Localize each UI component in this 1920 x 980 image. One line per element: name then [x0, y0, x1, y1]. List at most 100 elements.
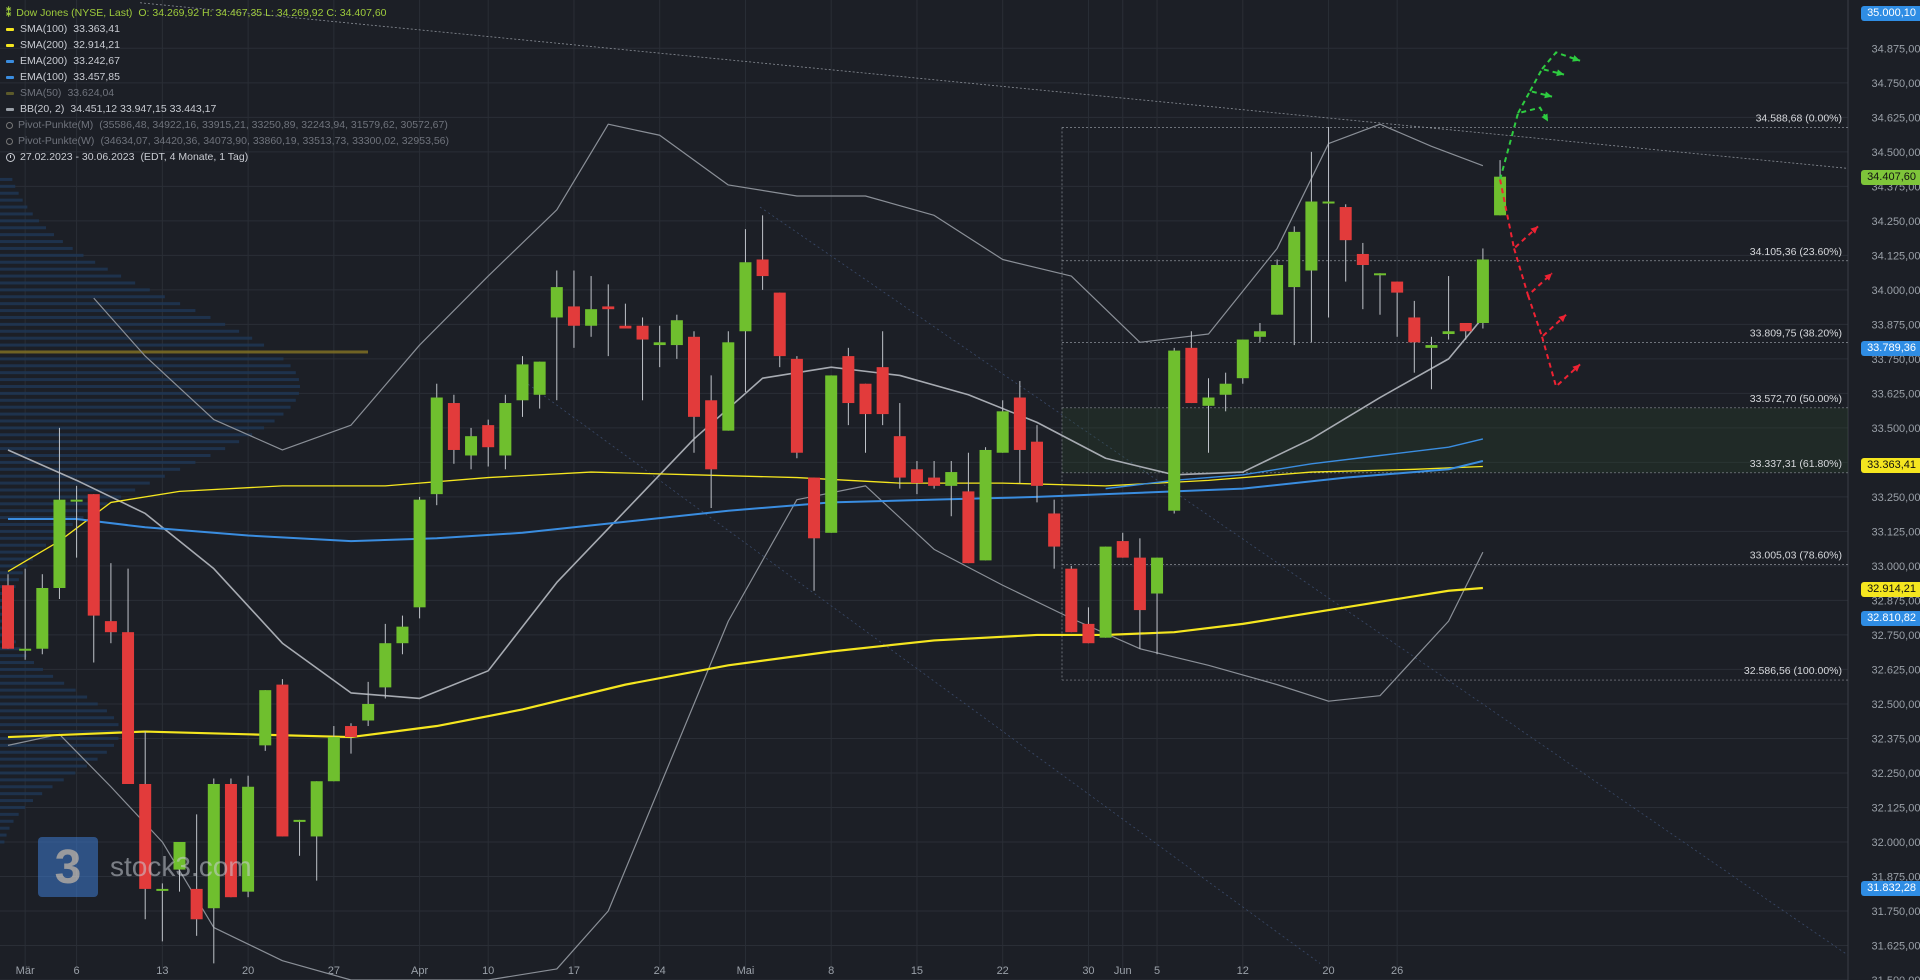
candle-up [585, 309, 598, 326]
x-tick-label: 6 [74, 965, 80, 977]
volume-profile-bar [0, 378, 299, 382]
price-tag: 32.914,21 [1861, 582, 1920, 598]
volume-profile-bar [0, 688, 76, 692]
candle-down [567, 306, 580, 326]
legend-indicator-6[interactable]: Pivot-Punkte(M) (35586,48, 34922,16, 3391… [6, 117, 449, 133]
candle-up [499, 403, 512, 456]
volume-profile-bar [0, 716, 115, 720]
volume-profile-bar [0, 467, 181, 471]
fib-level-label: 34.588,68 (0.00%) [1756, 112, 1842, 124]
volume-profile-bar [0, 246, 73, 250]
y-tick-label: 34.500,00 [1872, 147, 1920, 159]
candle-down [1185, 347, 1198, 404]
price-tag: 33.363,41 [1861, 458, 1920, 474]
candle-up [653, 342, 666, 346]
volume-profile-bar [0, 253, 84, 257]
x-tick-label: 20 [242, 965, 254, 977]
volume-profile-bar [0, 578, 19, 582]
legend-indicator-0[interactable]: SMA(100) 33.363,41 [6, 21, 449, 37]
candle-down [859, 383, 872, 415]
volume-profile-bar [0, 453, 211, 457]
candle-down [1065, 568, 1078, 633]
candle-up [945, 472, 958, 486]
volume-profile-bar [0, 681, 65, 685]
legend-indicator-5[interactable]: BB(20, 2) 34.451,12 33.947,15 33.443,17 [6, 101, 449, 117]
candle-down [139, 784, 152, 889]
indicator-values: 33.242,67 [73, 55, 120, 67]
volume-profile-bar [0, 509, 96, 513]
fib-level-label: 34.105,36 (23.60%) [1750, 246, 1842, 258]
candle-down [756, 259, 769, 277]
y-tick-label: 31.750,00 [1872, 906, 1920, 918]
volume-profile-bar [0, 799, 33, 803]
legend-indicator-4[interactable]: SMA(50) 33.624,04 [6, 85, 449, 101]
volume-profile-bar [0, 364, 291, 368]
candle-up [362, 703, 375, 721]
candle-down [962, 491, 975, 564]
date-range-detail: (EDT, 4 Monate, 1 Tag) [140, 151, 249, 163]
fib-level-label: 33.005,03 (78.60%) [1750, 550, 1842, 562]
legend-instrument[interactable]: ⁑ Dow Jones (NYSE, Last) O: 34.269,92 H:… [6, 5, 449, 21]
candle-up [1253, 331, 1266, 337]
volume-profile-bar [0, 177, 13, 181]
candle-down [1116, 541, 1129, 558]
indicator-name: Pivot-Punkte(M) [18, 119, 94, 131]
candle-up [1271, 265, 1284, 315]
y-tick-label: 31.875,00 [1872, 871, 1920, 883]
candle-down [1048, 513, 1061, 547]
candle-down [122, 632, 135, 784]
candle-down [104, 621, 117, 633]
candle-down [893, 436, 906, 478]
candle-up [1476, 259, 1489, 323]
legend-indicator-2[interactable]: EMA(200) 33.242,67 [6, 53, 449, 69]
volume-profile-bar [0, 184, 16, 188]
price-tag: 34.407,60 [1861, 169, 1920, 185]
y-tick-label: 32.000,00 [1872, 837, 1920, 849]
candle-down [482, 425, 495, 448]
watermark-text: stock3.com [110, 851, 252, 882]
instrument-title: Dow Jones (NYSE, Last) [16, 7, 133, 19]
volume-profile-bar [0, 695, 88, 699]
x-tick-label: 30 [1082, 965, 1094, 977]
volume-profile-bar [0, 564, 28, 568]
volume-profile-bar [0, 233, 54, 237]
y-tick-label: 32.125,00 [1872, 802, 1920, 814]
candle-up [1374, 273, 1386, 276]
x-tick-label: Jun [1114, 965, 1132, 977]
candle-up [739, 262, 752, 332]
candle-up [207, 784, 220, 909]
legend-date-range[interactable]: 27.02.2023 - 30.06.2023 (EDT, 4 Monate, … [6, 149, 449, 165]
line-swatch-icon [6, 107, 14, 111]
bollinger-lower-line [7, 485, 1484, 980]
volume-profile-bar [0, 309, 196, 313]
indicator-values: 33.363,41 [73, 23, 120, 35]
bollinger-upper-line [93, 123, 1484, 451]
candle-up [396, 626, 409, 644]
volume-profile-bar [0, 281, 136, 285]
bull-scenario-arrow-4 [1541, 51, 1581, 70]
candle-up [70, 499, 83, 502]
y-tick-label: 32.500,00 [1872, 699, 1920, 711]
volume-profile-bar [0, 785, 53, 789]
candle-up [413, 499, 426, 608]
volume-profile-bar [0, 750, 107, 754]
candle-up [550, 287, 563, 318]
candle-up [173, 841, 186, 870]
x-tick-label: 22 [997, 965, 1009, 977]
legend-indicator-3[interactable]: EMA(100) 33.457,85 [6, 69, 449, 85]
candle-down [1082, 623, 1095, 644]
legend-indicator-1[interactable]: SMA(200) 32.914,21 [6, 37, 449, 53]
candle-up [1202, 397, 1215, 406]
y-tick-label: 33.125,00 [1872, 526, 1920, 538]
candle-up [1151, 557, 1164, 594]
legend-indicator-7[interactable]: Pivot-Punkte(W) (34634,07, 34420,36, 3407… [6, 133, 449, 149]
volume-profile-bar [0, 226, 47, 230]
x-tick-label: Apr [411, 965, 428, 977]
y-tick-label: 32.750,00 [1872, 630, 1920, 642]
volume-profile-bar [0, 550, 39, 554]
fib-level-label: 33.337,31 (61.80%) [1750, 458, 1842, 470]
candle-up [310, 781, 323, 837]
volume-profile-bar [0, 343, 265, 347]
volume-profile-bar [0, 191, 19, 195]
